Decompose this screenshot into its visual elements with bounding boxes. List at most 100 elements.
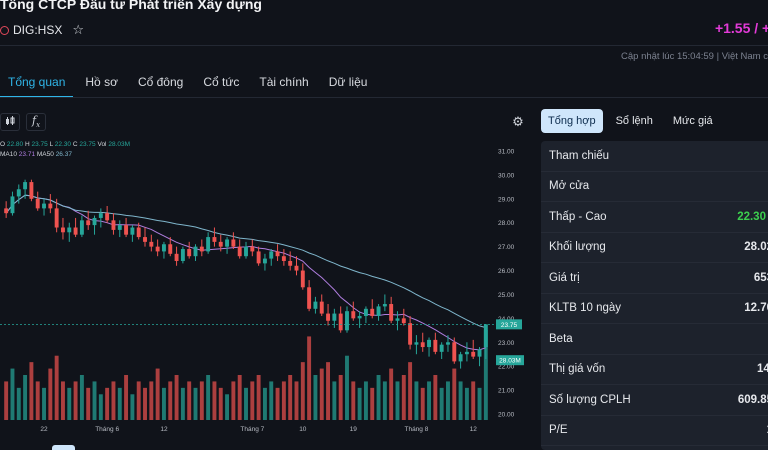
tab-summary[interactable]: Tổng hợp xyxy=(541,109,603,133)
x-tick-label: 12 xyxy=(470,426,478,433)
candle-body xyxy=(262,258,267,264)
candle-body xyxy=(124,225,129,235)
chart-settings-button[interactable]: ⚙ xyxy=(508,113,528,131)
volume-bar xyxy=(225,394,230,420)
volume-bar xyxy=(427,381,431,420)
stat-row-pe: P/E 1 xyxy=(541,416,768,446)
candle-body xyxy=(180,249,185,261)
volume-bar xyxy=(471,381,476,420)
main-tabs: Tổng quan Hồ sơ Cổ đông Cổ tức Tài chính… xyxy=(0,68,375,98)
candle-body xyxy=(357,315,362,319)
volume-bar xyxy=(483,330,488,420)
candle-body xyxy=(319,301,324,314)
candle-body xyxy=(16,189,21,197)
candle-body xyxy=(29,182,34,199)
candle-body xyxy=(111,220,116,230)
volume-bar xyxy=(408,362,413,420)
tab-price-levels[interactable]: Mức giá xyxy=(672,115,713,127)
candle-body xyxy=(313,301,318,309)
stat-row-beta: Beta xyxy=(541,324,768,355)
candle-body xyxy=(168,244,173,254)
volume-bar xyxy=(54,355,59,420)
y-tick-label: 23.00 xyxy=(498,340,515,347)
volume-bar xyxy=(161,387,166,420)
tab-profile[interactable]: Hồ sơ xyxy=(85,75,118,89)
x-tick-label: 19 xyxy=(350,426,358,433)
candle-body xyxy=(408,323,413,345)
x-tick-label: 22 xyxy=(40,426,48,433)
candle-body xyxy=(389,304,394,321)
stat-value: 28.02 xyxy=(744,241,768,254)
tab-data[interactable]: Dữ liệu xyxy=(328,75,368,89)
stat-row-volume: Khối lượng 28.02 xyxy=(541,233,768,263)
candle-body xyxy=(143,237,147,242)
indicators-button[interactable]: fx xyxy=(26,113,46,131)
candle-body xyxy=(218,241,223,247)
stat-value: 609.85 xyxy=(737,393,768,406)
volume-bar xyxy=(300,362,305,420)
candle-body xyxy=(294,265,299,271)
candle-body xyxy=(4,208,9,214)
candle-body xyxy=(187,249,192,257)
stat-label: KLTB 10 ngày xyxy=(549,302,622,315)
volume-bar xyxy=(218,387,223,420)
stat-label: Thấp - Cao xyxy=(549,210,607,223)
volume-bar xyxy=(124,375,129,420)
candle-body xyxy=(382,304,387,307)
candle-body xyxy=(427,339,431,348)
volume-bar xyxy=(269,381,274,420)
candle-body xyxy=(376,306,381,316)
candle-body xyxy=(401,318,406,324)
volume-bar xyxy=(155,368,160,420)
stat-value: 1 xyxy=(767,424,768,436)
stat-row-value: Giá trị 653 xyxy=(541,263,768,294)
volume-bar xyxy=(458,381,463,420)
volume-bar xyxy=(174,375,179,420)
candle-body xyxy=(92,217,97,226)
tab-shareholders[interactable]: Cổ đông xyxy=(137,75,184,89)
volume-bar xyxy=(351,381,356,420)
candle-body xyxy=(414,342,419,345)
candle-body xyxy=(225,239,230,247)
y-tick-label: 27.00 xyxy=(498,244,515,251)
tab-dividends[interactable]: Cổ tức xyxy=(203,75,240,89)
volume-bar xyxy=(275,387,280,420)
candle-body xyxy=(117,225,122,230)
volume-bar xyxy=(4,381,9,420)
candle-body xyxy=(161,244,166,252)
tab-order-book[interactable]: Sổ lệnh xyxy=(615,115,653,127)
scroll-handle[interactable] xyxy=(52,445,75,450)
stat-label: Thị giá vốn xyxy=(549,363,606,376)
candle-body xyxy=(61,227,65,233)
candle-body xyxy=(281,256,286,261)
volume-bar xyxy=(143,387,147,420)
x-tick-label: Tháng 7 xyxy=(240,426,264,433)
stat-row-low-high: Thấp - Cao 22.30 - xyxy=(541,202,768,233)
volume-bar xyxy=(370,387,375,420)
stat-label: P/E xyxy=(549,424,568,437)
star-icon[interactable]: ☆ xyxy=(72,22,84,37)
stat-label: Tham chiếu xyxy=(549,149,610,162)
price-chart[interactable]: O 22.80 H 23.75 L 22.30 C 23.75 Vol 28.0… xyxy=(0,137,530,450)
volume-bar xyxy=(35,381,40,420)
function-icon: fx xyxy=(31,114,41,130)
price-change: +1.55 / +6 xyxy=(714,20,768,36)
volume-bar xyxy=(130,394,135,420)
candle-body xyxy=(35,198,40,209)
candle-type-button[interactable] xyxy=(0,113,20,131)
candle-body xyxy=(269,251,274,259)
tab-overview[interactable]: Tổng quan xyxy=(0,68,74,98)
volume-bar xyxy=(313,375,318,420)
y-tick-label: 26.00 xyxy=(498,268,515,275)
candle-body xyxy=(250,246,255,252)
ohlc-readout: O 22.80 H 23.75 L 22.30 C 23.75 Vol 28.0… xyxy=(0,141,130,148)
candle-body xyxy=(231,239,236,247)
candle-body xyxy=(370,308,375,316)
candle-body xyxy=(212,237,217,242)
last-price-label: 23.75 xyxy=(501,322,518,329)
candle-body xyxy=(439,344,444,352)
candle-body xyxy=(155,246,160,252)
tab-financials[interactable]: Tài chính xyxy=(259,75,309,89)
candle-body xyxy=(338,313,343,331)
volume-bar xyxy=(10,368,15,420)
